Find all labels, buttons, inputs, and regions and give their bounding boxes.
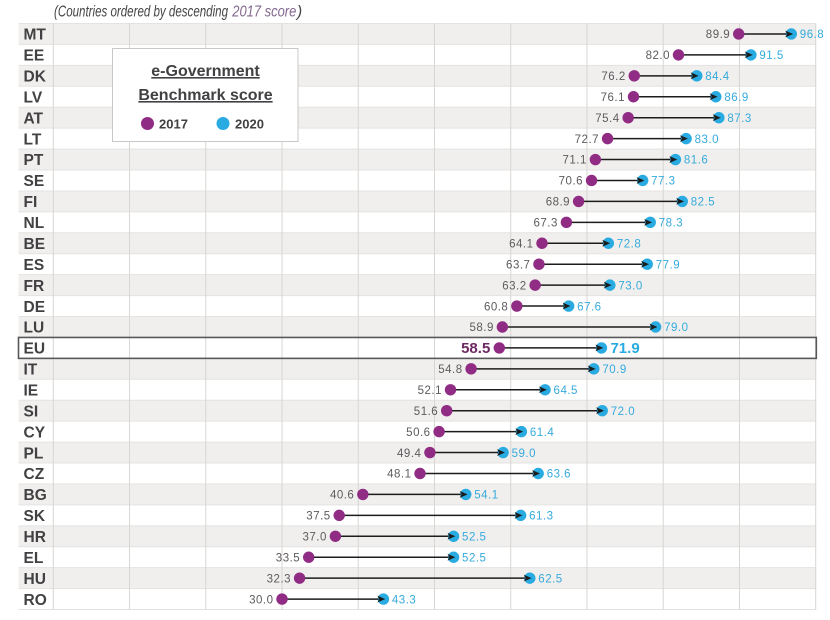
- svg-text:72.8: 72.8: [617, 238, 641, 250]
- svg-text:67.3: 67.3: [534, 218, 558, 230]
- svg-text:52.1: 52.1: [418, 385, 442, 397]
- svg-text:83.0: 83.0: [695, 134, 719, 146]
- svg-text:SI: SI: [24, 403, 39, 420]
- svg-text:73.0: 73.0: [618, 280, 642, 292]
- svg-text:): ): [295, 4, 302, 21]
- svg-text:Benchmark score: Benchmark score: [138, 87, 272, 104]
- svg-text:ES: ES: [24, 257, 45, 274]
- svg-text:63.6: 63.6: [547, 469, 571, 481]
- svg-text:NL: NL: [24, 215, 45, 232]
- svg-text:60.8: 60.8: [484, 301, 508, 313]
- svg-text:49.4: 49.4: [397, 448, 421, 460]
- svg-text:RO: RO: [24, 592, 47, 609]
- svg-text:52.5: 52.5: [462, 552, 486, 564]
- svg-text:76.1: 76.1: [601, 92, 625, 104]
- svg-text:AT: AT: [24, 110, 44, 127]
- svg-text:50.6: 50.6: [406, 427, 430, 439]
- svg-text:EU: EU: [24, 341, 46, 358]
- svg-text:72.7: 72.7: [575, 134, 599, 146]
- svg-text:54.8: 54.8: [438, 364, 462, 376]
- svg-text:77.9: 77.9: [656, 259, 680, 271]
- svg-text:LU: LU: [24, 320, 45, 337]
- svg-text:FI: FI: [24, 194, 38, 211]
- svg-text:HR: HR: [24, 529, 46, 546]
- svg-text:87.3: 87.3: [727, 113, 751, 125]
- svg-text:61.3: 61.3: [529, 511, 553, 523]
- svg-text:68.9: 68.9: [546, 197, 570, 209]
- svg-text:51.6: 51.6: [414, 406, 438, 418]
- svg-text:CZ: CZ: [24, 466, 45, 483]
- svg-text:CY: CY: [24, 424, 46, 441]
- svg-text:48.1: 48.1: [387, 469, 411, 481]
- svg-text:72.0: 72.0: [611, 406, 635, 418]
- svg-text:81.6: 81.6: [684, 155, 708, 167]
- svg-text:63.2: 63.2: [502, 280, 526, 292]
- svg-text:58.9: 58.9: [469, 322, 493, 334]
- svg-text:(Countries ordered by descendi: (Countries ordered by descending: [54, 4, 228, 21]
- svg-text:63.7: 63.7: [506, 259, 530, 271]
- svg-text:33.5: 33.5: [276, 552, 300, 564]
- svg-text:59.0: 59.0: [512, 448, 536, 460]
- svg-text:HU: HU: [24, 571, 46, 588]
- svg-text:76.2: 76.2: [601, 71, 625, 83]
- svg-text:71.1: 71.1: [562, 155, 586, 167]
- svg-text:FR: FR: [24, 278, 45, 295]
- svg-text:EE: EE: [24, 48, 45, 65]
- svg-text:DE: DE: [24, 299, 46, 316]
- svg-text:PT: PT: [24, 152, 44, 169]
- svg-text:EL: EL: [24, 550, 44, 567]
- svg-text:32.3: 32.3: [267, 573, 291, 585]
- svg-text:58.5: 58.5: [461, 340, 490, 357]
- svg-text:DK: DK: [24, 69, 47, 86]
- svg-text:30.0: 30.0: [249, 594, 273, 606]
- svg-text:PL: PL: [24, 445, 44, 462]
- svg-text:96.8: 96.8: [800, 29, 824, 41]
- svg-text:BG: BG: [24, 487, 47, 504]
- svg-text:52.5: 52.5: [462, 531, 486, 543]
- svg-text:37.5: 37.5: [306, 511, 330, 523]
- svg-text:BE: BE: [24, 236, 46, 253]
- svg-text:84.4: 84.4: [705, 71, 729, 83]
- svg-text:78.3: 78.3: [659, 218, 683, 230]
- svg-text:61.4: 61.4: [530, 427, 554, 439]
- svg-text:LV: LV: [24, 89, 43, 106]
- svg-text:82.0: 82.0: [646, 50, 670, 62]
- svg-text:70.9: 70.9: [602, 364, 626, 376]
- svg-text:91.5: 91.5: [759, 50, 783, 62]
- svg-text:77.3: 77.3: [651, 176, 675, 188]
- svg-text:IE: IE: [24, 382, 39, 399]
- svg-text:67.6: 67.6: [577, 301, 601, 313]
- svg-text:43.3: 43.3: [392, 594, 416, 606]
- svg-text:IT: IT: [24, 362, 38, 379]
- svg-text:64.1: 64.1: [509, 238, 533, 250]
- svg-text:2020: 2020: [235, 117, 264, 132]
- svg-text:2017: 2017: [159, 117, 188, 132]
- svg-text:70.6: 70.6: [559, 176, 583, 188]
- svg-text:LT: LT: [24, 131, 42, 148]
- svg-text:62.5: 62.5: [538, 573, 562, 585]
- svg-text:SK: SK: [24, 508, 46, 525]
- svg-text:37.0: 37.0: [302, 531, 326, 543]
- svg-text:2017 score: 2017 score: [231, 4, 296, 21]
- svg-text:40.6: 40.6: [330, 490, 354, 502]
- svg-text:71.9: 71.9: [610, 340, 639, 357]
- svg-text:MT: MT: [24, 27, 47, 44]
- svg-text:e-Government: e-Government: [151, 63, 260, 80]
- svg-text:54.1: 54.1: [474, 490, 498, 502]
- svg-text:89.9: 89.9: [706, 29, 730, 41]
- svg-text:64.5: 64.5: [554, 385, 578, 397]
- svg-text:82.5: 82.5: [691, 197, 715, 209]
- svg-text:75.4: 75.4: [595, 113, 619, 125]
- svg-text:SE: SE: [24, 173, 45, 190]
- svg-text:86.9: 86.9: [724, 92, 748, 104]
- svg-text:79.0: 79.0: [664, 322, 688, 334]
